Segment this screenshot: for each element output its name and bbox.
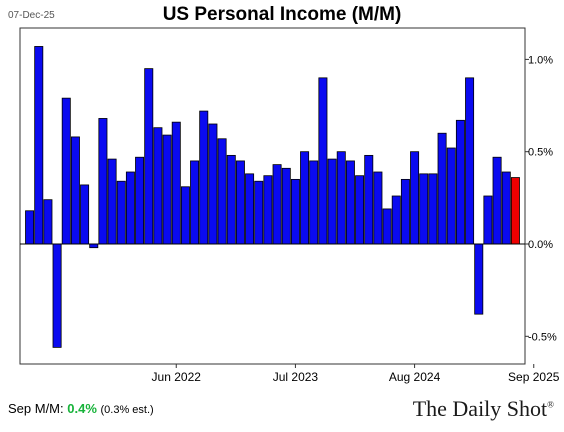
bar	[373, 171, 383, 245]
bar	[199, 110, 209, 245]
bar	[70, 136, 80, 245]
bar	[217, 138, 227, 245]
x-tick-label: Sep 2025	[508, 370, 560, 384]
bar-latest	[510, 177, 520, 245]
bar	[34, 46, 44, 245]
bar	[254, 180, 264, 245]
bar	[144, 68, 154, 245]
date-stamp: 07-Dec-25	[8, 10, 55, 21]
bar	[483, 195, 493, 245]
bar	[455, 119, 465, 245]
bar	[80, 184, 90, 245]
bar	[107, 158, 117, 245]
logo-text: The Daily Shot	[412, 396, 548, 421]
bar	[235, 160, 245, 245]
bar	[281, 167, 291, 245]
footer-label: Sep M/M:	[8, 401, 64, 416]
bar	[245, 173, 255, 245]
bar	[428, 173, 438, 245]
bar	[474, 243, 484, 315]
bar	[419, 173, 429, 245]
bar	[180, 186, 190, 245]
bar	[345, 160, 355, 245]
bar	[43, 199, 53, 245]
logo-mark: ®	[547, 399, 554, 410]
bar	[446, 147, 456, 245]
bar	[190, 160, 200, 245]
y-axis: 1.0% 0.5% 0.0% -0.5%	[525, 54, 557, 343]
bar	[382, 208, 392, 245]
bar	[465, 77, 475, 245]
bar	[327, 158, 337, 245]
y-tick-label: -0.5%	[528, 331, 557, 343]
bar	[391, 195, 401, 245]
bar	[135, 156, 145, 245]
bar	[25, 210, 35, 245]
x-tick-label: Jul 2023	[273, 370, 319, 384]
footer-value: 0.4%	[67, 401, 97, 416]
x-tick-label: Jun 2022	[152, 370, 202, 384]
bar	[355, 175, 365, 245]
bar	[300, 151, 310, 245]
bar	[400, 178, 410, 245]
bar	[290, 178, 300, 245]
bar	[272, 164, 282, 245]
bar	[318, 77, 328, 245]
bar	[98, 118, 108, 245]
x-axis: Jun 2022 Jul 2023 Aug 2024 Sep 2025	[152, 364, 560, 384]
bar	[153, 127, 163, 245]
y-tick-label: 0.5%	[528, 147, 553, 159]
bar	[171, 121, 181, 245]
bar	[364, 154, 374, 245]
bar	[226, 154, 236, 245]
y-tick-label: 1.0%	[528, 54, 553, 66]
bar	[125, 171, 135, 245]
bar	[437, 132, 447, 245]
bar	[208, 123, 218, 245]
x-tick-label: Aug 2024	[389, 370, 441, 384]
y-tick-label: 0.0%	[528, 239, 553, 251]
chart-title: US Personal Income (M/M)	[162, 4, 402, 25]
bar	[89, 243, 99, 249]
bar	[492, 156, 502, 245]
footer-summary: Sep M/M: 0.4% (0.3% est.)	[8, 401, 154, 416]
bar	[116, 180, 126, 245]
bar	[410, 151, 420, 245]
footer-estimate: (0.3% est.)	[100, 404, 154, 416]
daily-shot-logo: The Daily Shot®	[413, 396, 554, 422]
bar	[501, 171, 511, 245]
bar	[309, 160, 319, 245]
bar	[336, 151, 346, 245]
bar	[52, 243, 62, 348]
bar	[61, 97, 71, 245]
bar	[162, 134, 172, 245]
bar	[263, 175, 273, 245]
